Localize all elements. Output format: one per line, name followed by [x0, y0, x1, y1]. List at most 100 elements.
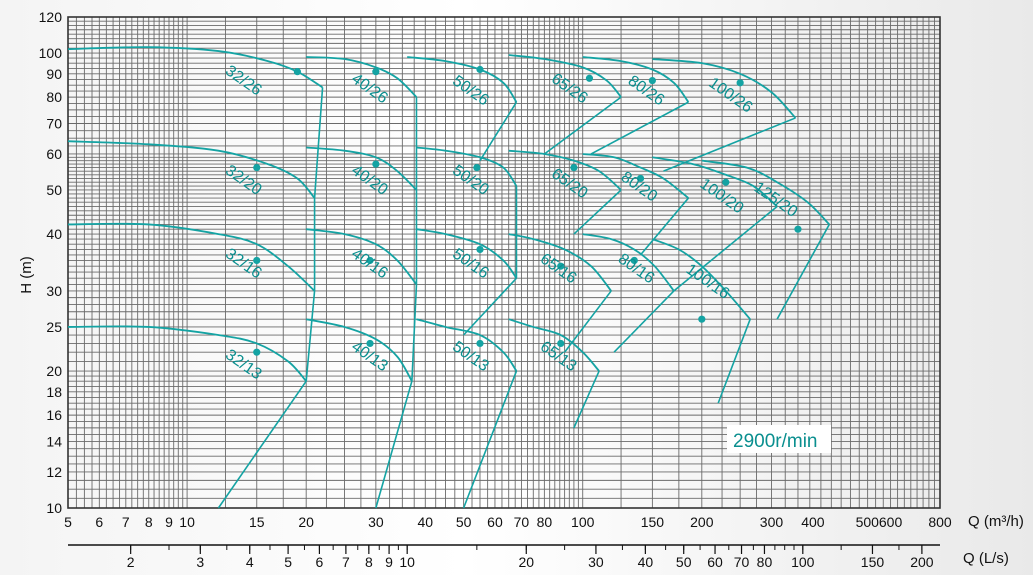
x2-tick-label: 2: [127, 554, 135, 570]
x2-tick-label: 3: [196, 554, 204, 570]
boundary-line: [463, 277, 518, 336]
boundary-line: [411, 284, 418, 382]
boundary-line: [673, 205, 778, 292]
x-tick-label: 70: [514, 514, 530, 530]
curve-65-20: [508, 149, 622, 191]
curve-65-26: [508, 54, 622, 98]
x2-tick-label: 9: [385, 554, 393, 570]
curve-65-16: [508, 233, 612, 292]
curve-125-20: [701, 159, 830, 226]
plot-frame: [67, 16, 941, 509]
x-tick-label: 40: [417, 514, 433, 530]
op-point-50-20: [473, 163, 481, 172]
curve-label-32-16: 32/16: [222, 245, 265, 282]
x2-tick-label: 50: [676, 554, 692, 570]
curve-100-20: [652, 156, 778, 208]
y-axis-ticks: 10 12 14 16 18 20 25 30 40 50 60 70 80 90 100 120: [39, 9, 63, 516]
curve-32-16: [67, 222, 316, 292]
x2-tick-label: 60: [707, 554, 723, 570]
operating-boundaries: [217, 87, 830, 509]
y-tick-label: 25: [46, 319, 62, 335]
op-point-65-16: [557, 262, 565, 270]
op-point-32-13: [253, 348, 261, 356]
op-point-32-16: [253, 256, 261, 265]
x-tick-label: 200: [690, 514, 714, 530]
x-tick-label: 60: [487, 514, 503, 530]
y-tick-label: 30: [46, 283, 62, 299]
x2-tick-label: 8: [365, 554, 373, 570]
boundary-line: [375, 380, 413, 509]
y-tick-label: 12: [46, 464, 62, 480]
x-tick-label: 6: [95, 514, 103, 530]
y-tick-label: 90: [46, 66, 62, 82]
op-point-100-26: [736, 79, 744, 87]
op-point-32-20: [253, 163, 261, 172]
x-tick-label: 8: [145, 514, 153, 530]
x-tick-label: 30: [368, 514, 384, 530]
pump-curves: [67, 46, 830, 382]
op-point-65-20: [570, 163, 578, 172]
x2-tick-label: 6: [316, 554, 324, 570]
curve-label-40-26: 40/26: [348, 70, 391, 107]
x2-tick-label: 10: [399, 554, 415, 570]
op-point-80-16: [630, 256, 638, 265]
op-point-50-26: [476, 65, 484, 74]
curve-40-26: [306, 56, 418, 98]
op-point-100-20: [722, 178, 730, 186]
boundary-line: [543, 96, 622, 155]
curve-80-16: [582, 233, 675, 292]
curve-80-26: [582, 56, 690, 103]
boundary-line: [573, 370, 600, 429]
y-tick-label: 40: [46, 226, 62, 242]
x2-axis: 2 3 4 5 6 7 8 9 10 20 30 40 50 60 70 80 100 150 200: [68, 544, 940, 570]
boundary-line: [717, 318, 751, 404]
x-tick-label: 7: [122, 514, 130, 530]
boundary-line: [590, 101, 689, 155]
op-point-100-16: [698, 315, 706, 323]
x-axis-label: Q (m³/h): [968, 513, 1024, 530]
op-point-50-16: [476, 245, 484, 254]
x-tick-label: 9: [165, 514, 173, 530]
x2-tick-label: 7: [342, 554, 350, 570]
boundary-line: [613, 290, 675, 353]
y-tick-label: 80: [46, 89, 62, 105]
curve-100-26: [652, 58, 797, 119]
op-point-80-26: [648, 76, 656, 85]
y-tick-label: 70: [46, 116, 62, 132]
curve-40-16: [306, 228, 418, 286]
op-point-40-16: [366, 256, 374, 265]
op-point-40-20: [372, 160, 380, 168]
y-tick-label: 60: [46, 146, 62, 162]
y-axis-label: H (m): [18, 256, 35, 294]
x-tick-label: 150: [641, 514, 665, 530]
boundary-line: [313, 87, 324, 199]
x-tick-label: 50: [456, 514, 472, 530]
y-tick-label: 10: [46, 500, 62, 516]
x2-tick-label: 4: [246, 554, 254, 570]
y-tick-label: 120: [39, 9, 63, 25]
x-tick-label: 600: [879, 514, 903, 530]
x2-tick-label: 40: [638, 554, 654, 570]
curve-label-40-16: 40/16: [348, 245, 391, 282]
speed-label: 2900r/min: [733, 431, 818, 452]
x-tick-label: 10: [179, 514, 195, 530]
curve-50-16: [416, 228, 518, 279]
x2-tick-label: 80: [757, 554, 773, 570]
y-tick-label: 14: [46, 434, 62, 450]
curve-label-50-16: 50/16: [449, 245, 492, 282]
curve-50-13: [416, 318, 518, 372]
curve-40-13: [306, 318, 413, 382]
x-tick-label: 800: [928, 514, 952, 530]
x-tick-label: 400: [801, 514, 825, 530]
y-tick-label: 16: [46, 407, 62, 423]
boundary-line: [573, 189, 622, 235]
op-point-40-13: [366, 339, 374, 348]
x-tick-label: 300: [760, 514, 784, 530]
op-point-50-13: [476, 339, 484, 348]
x-tick-label: 15: [249, 514, 265, 530]
grid: [67, 16, 941, 509]
y-tick-label: 20: [46, 363, 62, 379]
x-tick-label: 20: [298, 514, 314, 530]
x2-tick-label: 20: [518, 554, 534, 570]
boundary-line: [217, 380, 307, 509]
